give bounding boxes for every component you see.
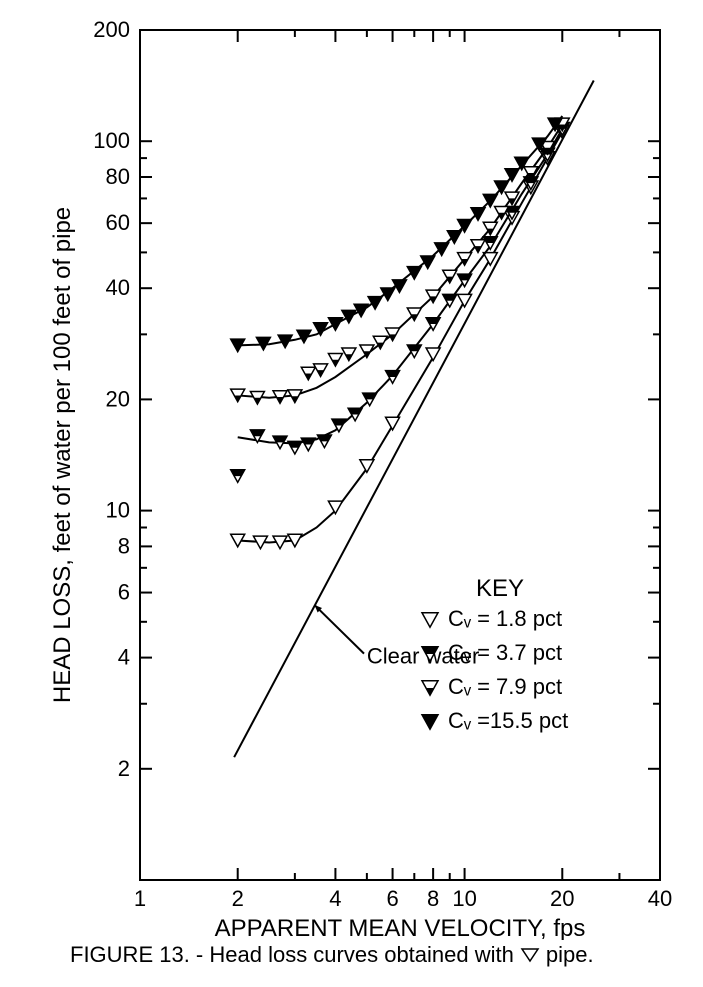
svg-text:10: 10	[452, 886, 476, 911]
svg-text:200: 200	[93, 20, 130, 42]
svg-text:40: 40	[648, 886, 672, 911]
svg-text:8: 8	[427, 886, 439, 911]
svg-text:4: 4	[118, 645, 130, 670]
svg-text:6: 6	[118, 580, 130, 605]
svg-text:20: 20	[550, 886, 574, 911]
svg-text:2: 2	[232, 886, 244, 911]
svg-text:40: 40	[106, 275, 130, 300]
svg-text:10: 10	[106, 498, 130, 523]
svg-text:80: 80	[106, 164, 130, 189]
svg-text:2: 2	[118, 756, 130, 781]
svg-text:APPARENT MEAN VELOCITY, fps: APPARENT MEAN VELOCITY, fps	[215, 915, 586, 940]
figure-page: 1 2 4 6 8 10 20 40 2 4 6 8 10 20 40 60 80 100 200 APPARENT …	[0, 0, 703, 987]
log-log-chart: 1 2 4 6 8 10 20 40 2 4 6 8 10 20 40 60 80 100 200 APPARENT …	[30, 20, 690, 940]
svg-text:Cᵥ = 7.9 pct: Cᵥ = 7.9 pct	[448, 674, 562, 699]
figure-caption: FIGURE 13. - Head loss curves obtained w…	[70, 942, 594, 968]
svg-text:HEAD LOSS, feet of water per 1: HEAD LOSS, feet of water per 100 feet of…	[49, 207, 76, 703]
chart-container: 1 2 4 6 8 10 20 40 2 4 6 8 10 20 40 60 80 100 200 APPARENT …	[30, 20, 690, 945]
svg-text:60: 60	[106, 210, 130, 235]
svg-text:6: 6	[386, 886, 398, 911]
triangle-down-icon	[520, 947, 540, 963]
svg-text:1: 1	[134, 886, 146, 911]
caption-prefix: FIGURE 13. - Head loss curves obtained w…	[70, 942, 514, 968]
svg-text:Cᵥ = 1.8 pct: Cᵥ = 1.8 pct	[448, 606, 562, 631]
svg-text:20: 20	[106, 386, 130, 411]
svg-text:8: 8	[118, 533, 130, 558]
svg-text:100: 100	[93, 128, 130, 153]
svg-text:Cᵥ =15.5 pct: Cᵥ =15.5 pct	[448, 708, 568, 733]
svg-text:Cᵥ = 3.7 pct: Cᵥ = 3.7 pct	[448, 640, 562, 665]
svg-text:4: 4	[329, 886, 341, 911]
svg-text:KEY: KEY	[476, 575, 524, 602]
caption-suffix: pipe.	[546, 942, 594, 968]
